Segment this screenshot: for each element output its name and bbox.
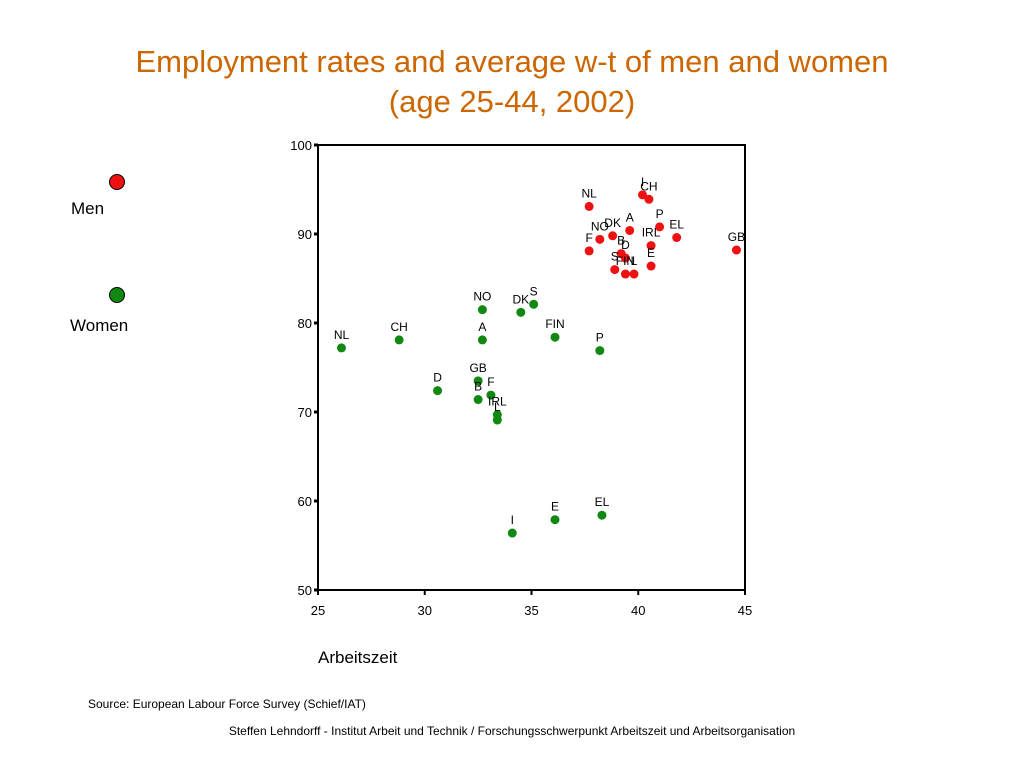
women-point-d <box>433 386 443 396</box>
men-point-label: D <box>621 238 630 252</box>
source-note: Source: European Labour Force Survey (Sc… <box>88 697 366 711</box>
women-point-label: DK <box>512 292 529 306</box>
women-point-l <box>492 415 502 425</box>
x-tick-label: 35 <box>524 603 538 618</box>
women-point-label: I <box>511 513 514 527</box>
legend-men-label: Men <box>71 199 105 218</box>
men-point-gb <box>731 245 741 255</box>
women-point-i <box>507 528 517 538</box>
men-point-no <box>595 234 605 244</box>
women-point-no <box>477 305 487 315</box>
women-point-p <box>595 346 605 356</box>
women-point-label: D <box>433 371 442 385</box>
y-tick-label: 70 <box>298 405 312 420</box>
women-point-a <box>477 335 487 345</box>
women-point-el <box>597 510 607 520</box>
men-point-label: P <box>656 207 664 221</box>
plot-frame <box>317 144 746 591</box>
men-point-ch <box>644 194 654 204</box>
men-point-label: NO <box>591 219 609 233</box>
men-point-i <box>638 190 648 200</box>
women-point-label: A <box>478 320 486 334</box>
women-point-label: E <box>551 500 559 514</box>
y-tick-label: 60 <box>298 494 312 509</box>
y-tick-label: 50 <box>298 583 312 598</box>
women-point-label: GB <box>469 361 486 375</box>
men-point-label: S <box>611 250 619 264</box>
women-point-dk <box>516 307 526 317</box>
women-point-ch <box>394 335 404 345</box>
women-point-label: L <box>494 400 501 414</box>
men-point-fin <box>620 269 630 279</box>
men-point-f <box>584 246 594 256</box>
men-point-label: CH <box>640 179 657 193</box>
women-point-label: NO <box>473 290 491 304</box>
legend-women-label: Women <box>70 316 129 335</box>
men-point-label: E <box>647 246 655 260</box>
men-point-l <box>629 269 639 279</box>
men-point-a <box>625 225 635 235</box>
men-point-label: A <box>626 210 634 224</box>
men-point-p <box>655 222 665 232</box>
men-point-label: FIN <box>616 254 635 268</box>
women-point-label: S <box>530 284 538 298</box>
women-point-label: P <box>596 331 604 345</box>
women-point-label: EL <box>595 495 610 509</box>
women-point-nl <box>336 343 346 353</box>
men-point-label: DK <box>604 216 621 230</box>
chart-title-line1: Employment rates and average w-t of men … <box>135 44 889 79</box>
footer-text: Steffen Lehndorff - Institut Arbeit und … <box>228 724 796 738</box>
women-point-label: F <box>487 375 494 389</box>
y-tick-label: 100 <box>290 138 312 153</box>
men-point-el <box>672 233 682 243</box>
men-point-label: L <box>631 254 638 268</box>
women-point-f <box>486 390 496 400</box>
y-tick-label: 80 <box>298 316 312 331</box>
chart-title-line2: (age 25-44, 2002) <box>388 84 636 119</box>
x-tick-label: 45 <box>738 603 752 618</box>
men-point-label: EL <box>669 218 684 232</box>
men-point-label: NL <box>581 186 597 200</box>
x-tick-label: 25 <box>311 603 325 618</box>
women-point-label: IRL <box>488 395 507 409</box>
men-point-d <box>620 253 630 263</box>
women-point-gb <box>473 376 483 386</box>
x-tick-label: 30 <box>418 603 432 618</box>
men-point-nl <box>584 201 594 211</box>
women-point-b <box>473 395 483 405</box>
x-tick-label: 40 <box>631 603 645 618</box>
women-point-label: NL <box>334 328 350 342</box>
men-point-label: I <box>641 175 644 189</box>
men-point-dk <box>608 231 618 241</box>
women-point-e <box>550 515 560 525</box>
women-point-fin <box>550 332 560 342</box>
legend-men-marker <box>109 174 125 190</box>
men-point-label: GB <box>728 230 745 244</box>
y-tick-label: 90 <box>298 227 312 242</box>
men-point-s <box>610 265 620 275</box>
men-point-e <box>646 261 656 271</box>
women-point-label: CH <box>390 320 407 334</box>
x-axis-label: Arbeitszeit <box>318 648 398 667</box>
men-point-irl <box>646 241 656 251</box>
women-point-s <box>529 299 539 309</box>
men-point-label: F <box>585 231 592 245</box>
women-point-label: FIN <box>545 317 564 331</box>
men-point-label: B <box>617 234 625 248</box>
men-point-label: IRL <box>642 226 661 240</box>
women-point-label: B <box>474 380 482 394</box>
legend-women-marker <box>109 287 125 303</box>
